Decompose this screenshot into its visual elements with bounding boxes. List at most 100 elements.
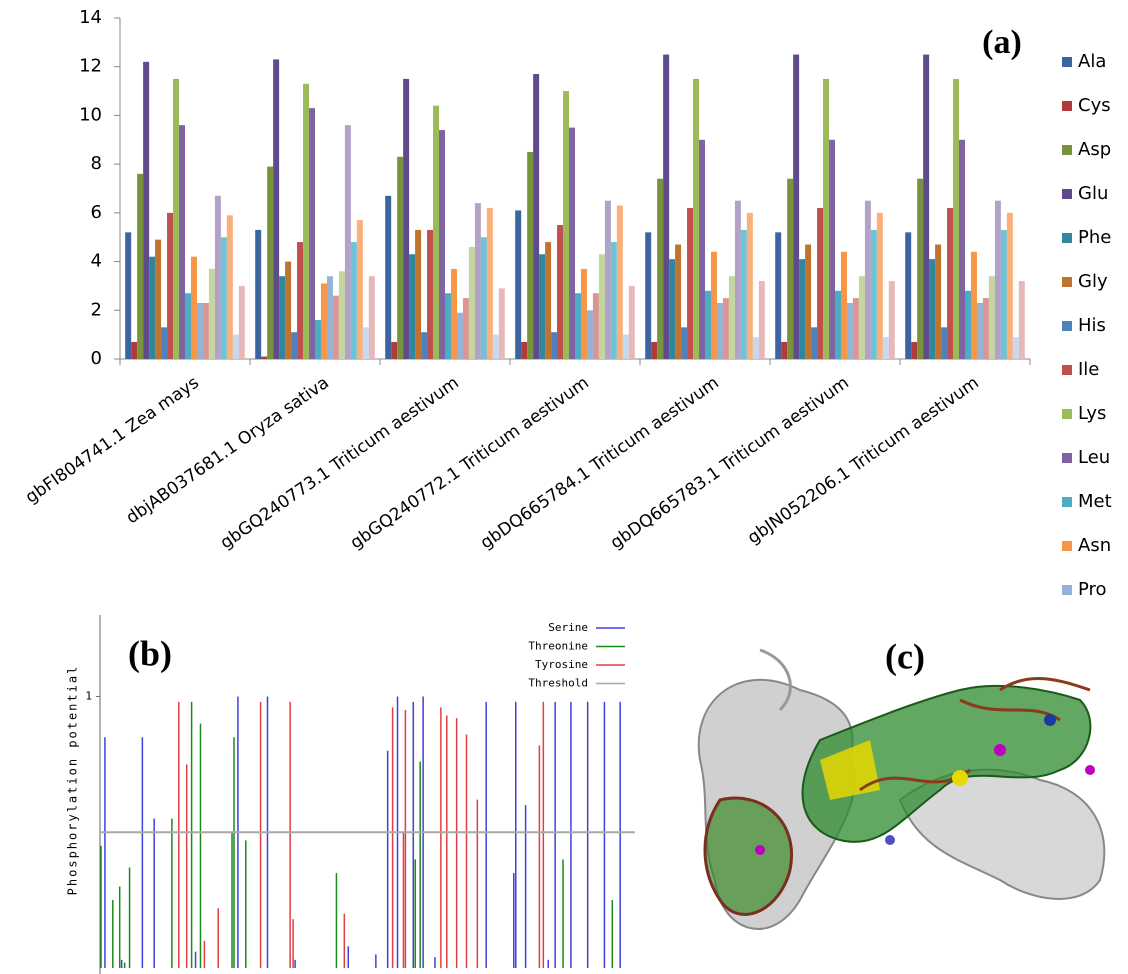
- x-tick-label: gbDQ665784.1 Triticum aestivum: [477, 373, 723, 554]
- bar: [363, 327, 369, 359]
- structure-atom: [1085, 765, 1095, 775]
- bar: [309, 108, 315, 359]
- bar: [775, 232, 781, 359]
- legend-label: Lys: [1078, 403, 1106, 424]
- bar: [587, 310, 593, 359]
- protein-structure: [699, 650, 1105, 929]
- bar: [889, 281, 895, 359]
- bar: [327, 276, 333, 359]
- y-tick-label: 8: [91, 153, 102, 174]
- bar: [285, 262, 291, 359]
- bar: [657, 179, 663, 359]
- legend-label: Serine: [548, 621, 588, 634]
- legend-swatch: [1062, 233, 1072, 243]
- legend-swatch: [1062, 277, 1072, 287]
- bar: [741, 230, 747, 359]
- y-tick-label: 12: [79, 56, 102, 77]
- structure-atom: [1044, 714, 1056, 726]
- bar: [451, 269, 457, 359]
- bar: [345, 125, 351, 359]
- bar: [877, 213, 883, 359]
- legend-label: Glu: [1078, 183, 1108, 204]
- legend-label: Gly: [1078, 271, 1108, 292]
- bar: [711, 252, 717, 359]
- bar: [527, 152, 533, 359]
- bar: [261, 357, 267, 359]
- bar: [835, 291, 841, 359]
- bar: [575, 293, 581, 359]
- bar: [811, 327, 817, 359]
- x-tick-label: dbjAB037681.1 Oryza sativa: [123, 373, 333, 528]
- bar: [385, 196, 391, 359]
- x-tick-label: gbGQ240772.1 Triticum aestivum: [347, 373, 593, 554]
- bar: [883, 337, 889, 359]
- bar: [787, 179, 793, 359]
- legend-label: Pro: [1078, 579, 1107, 600]
- bar: [947, 208, 953, 359]
- bar: [923, 55, 929, 359]
- bar: [493, 335, 499, 359]
- bar: [539, 254, 545, 359]
- bar: [131, 342, 137, 359]
- y-axis-label: Phosphorylation potential: [66, 665, 80, 896]
- bar: [853, 298, 859, 359]
- bar: [675, 245, 681, 359]
- bar: [403, 79, 409, 359]
- bar: [563, 91, 569, 359]
- bar: [735, 201, 741, 359]
- bar: [351, 242, 357, 359]
- bar: [793, 55, 799, 359]
- bar: [605, 201, 611, 359]
- bar: [173, 79, 179, 359]
- bar: [977, 303, 983, 359]
- legend-label: Threonine: [528, 640, 588, 653]
- bar: [209, 269, 215, 359]
- legend-label: Threshold: [528, 677, 588, 690]
- bar: [391, 342, 397, 359]
- bar: [865, 201, 871, 359]
- bar: [629, 286, 635, 359]
- bar: [457, 313, 463, 359]
- bar: [799, 259, 805, 359]
- bar: [227, 215, 233, 359]
- legend-swatch: [1062, 497, 1072, 507]
- legend-label: Tyrosine: [535, 658, 588, 671]
- bar: [905, 232, 911, 359]
- figure: (c) 02468101214gbFI804741.1 Zea maysdbjA…: [0, 0, 1128, 974]
- structure-atom: [755, 845, 765, 855]
- panel-label: (c): [885, 636, 925, 676]
- bar: [533, 74, 539, 359]
- bar: [917, 179, 923, 359]
- bar: [357, 220, 363, 359]
- bar: [427, 230, 433, 359]
- bar: [439, 130, 445, 359]
- bar: [203, 303, 209, 359]
- bar: [593, 293, 599, 359]
- bar: [805, 245, 811, 359]
- bar: [469, 247, 475, 359]
- legend-swatch: [1062, 541, 1072, 551]
- legend-swatch: [1062, 57, 1072, 67]
- bar: [185, 293, 191, 359]
- legend-swatch: [1062, 101, 1072, 111]
- bar: [693, 79, 699, 359]
- legend-swatch: [1062, 321, 1072, 331]
- bar: [339, 271, 345, 359]
- bar: [953, 79, 959, 359]
- legend-label: Asp: [1078, 139, 1111, 160]
- bar: [753, 337, 759, 359]
- bar: [445, 293, 451, 359]
- legend-label: Cys: [1078, 95, 1111, 116]
- bar: [983, 298, 989, 359]
- bar: [729, 276, 735, 359]
- x-tick-label: gbJN052206.1 Triticum aestivum: [744, 373, 983, 549]
- bar: [267, 167, 273, 359]
- legend-swatch: [1062, 365, 1072, 375]
- bar: [669, 259, 675, 359]
- legend-label: Met: [1078, 491, 1112, 512]
- legend-label: Asn: [1078, 535, 1111, 556]
- bar: [871, 230, 877, 359]
- structure-atom: [994, 744, 1006, 756]
- bar: [911, 342, 917, 359]
- bar: [221, 237, 227, 359]
